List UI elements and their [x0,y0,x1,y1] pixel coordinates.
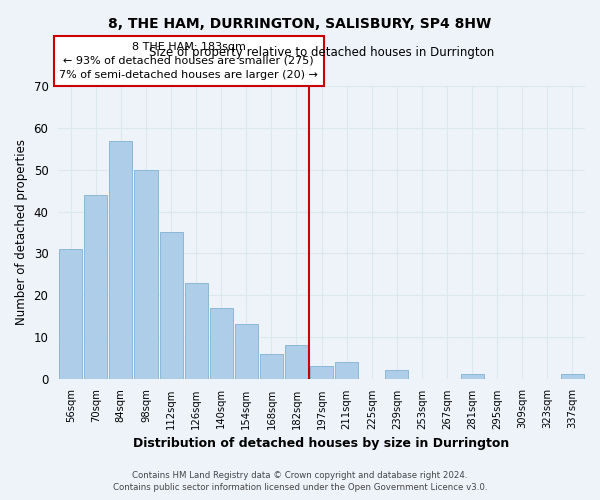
Bar [561,374,584,378]
Bar [461,374,484,378]
Title: Size of property relative to detached houses in Durrington: Size of property relative to detached ho… [149,46,494,59]
Y-axis label: Number of detached properties: Number of detached properties [15,140,28,326]
Bar [185,282,208,378]
Bar [59,249,82,378]
Bar [285,345,308,378]
Bar [84,195,107,378]
Bar [235,324,258,378]
Text: 8 THE HAM: 183sqm
← 93% of detached houses are smaller (275)
7% of semi-detached: 8 THE HAM: 183sqm ← 93% of detached hous… [59,42,318,80]
Bar [109,140,133,378]
Bar [310,366,333,378]
X-axis label: Distribution of detached houses by size in Durrington: Distribution of detached houses by size … [133,437,510,450]
Text: Contains HM Land Registry data © Crown copyright and database right 2024.
Contai: Contains HM Land Registry data © Crown c… [113,471,487,492]
Bar [385,370,409,378]
Bar [160,232,182,378]
Bar [335,362,358,378]
Bar [134,170,158,378]
Text: 8, THE HAM, DURRINGTON, SALISBURY, SP4 8HW: 8, THE HAM, DURRINGTON, SALISBURY, SP4 8… [109,18,491,32]
Bar [209,308,233,378]
Bar [260,354,283,378]
